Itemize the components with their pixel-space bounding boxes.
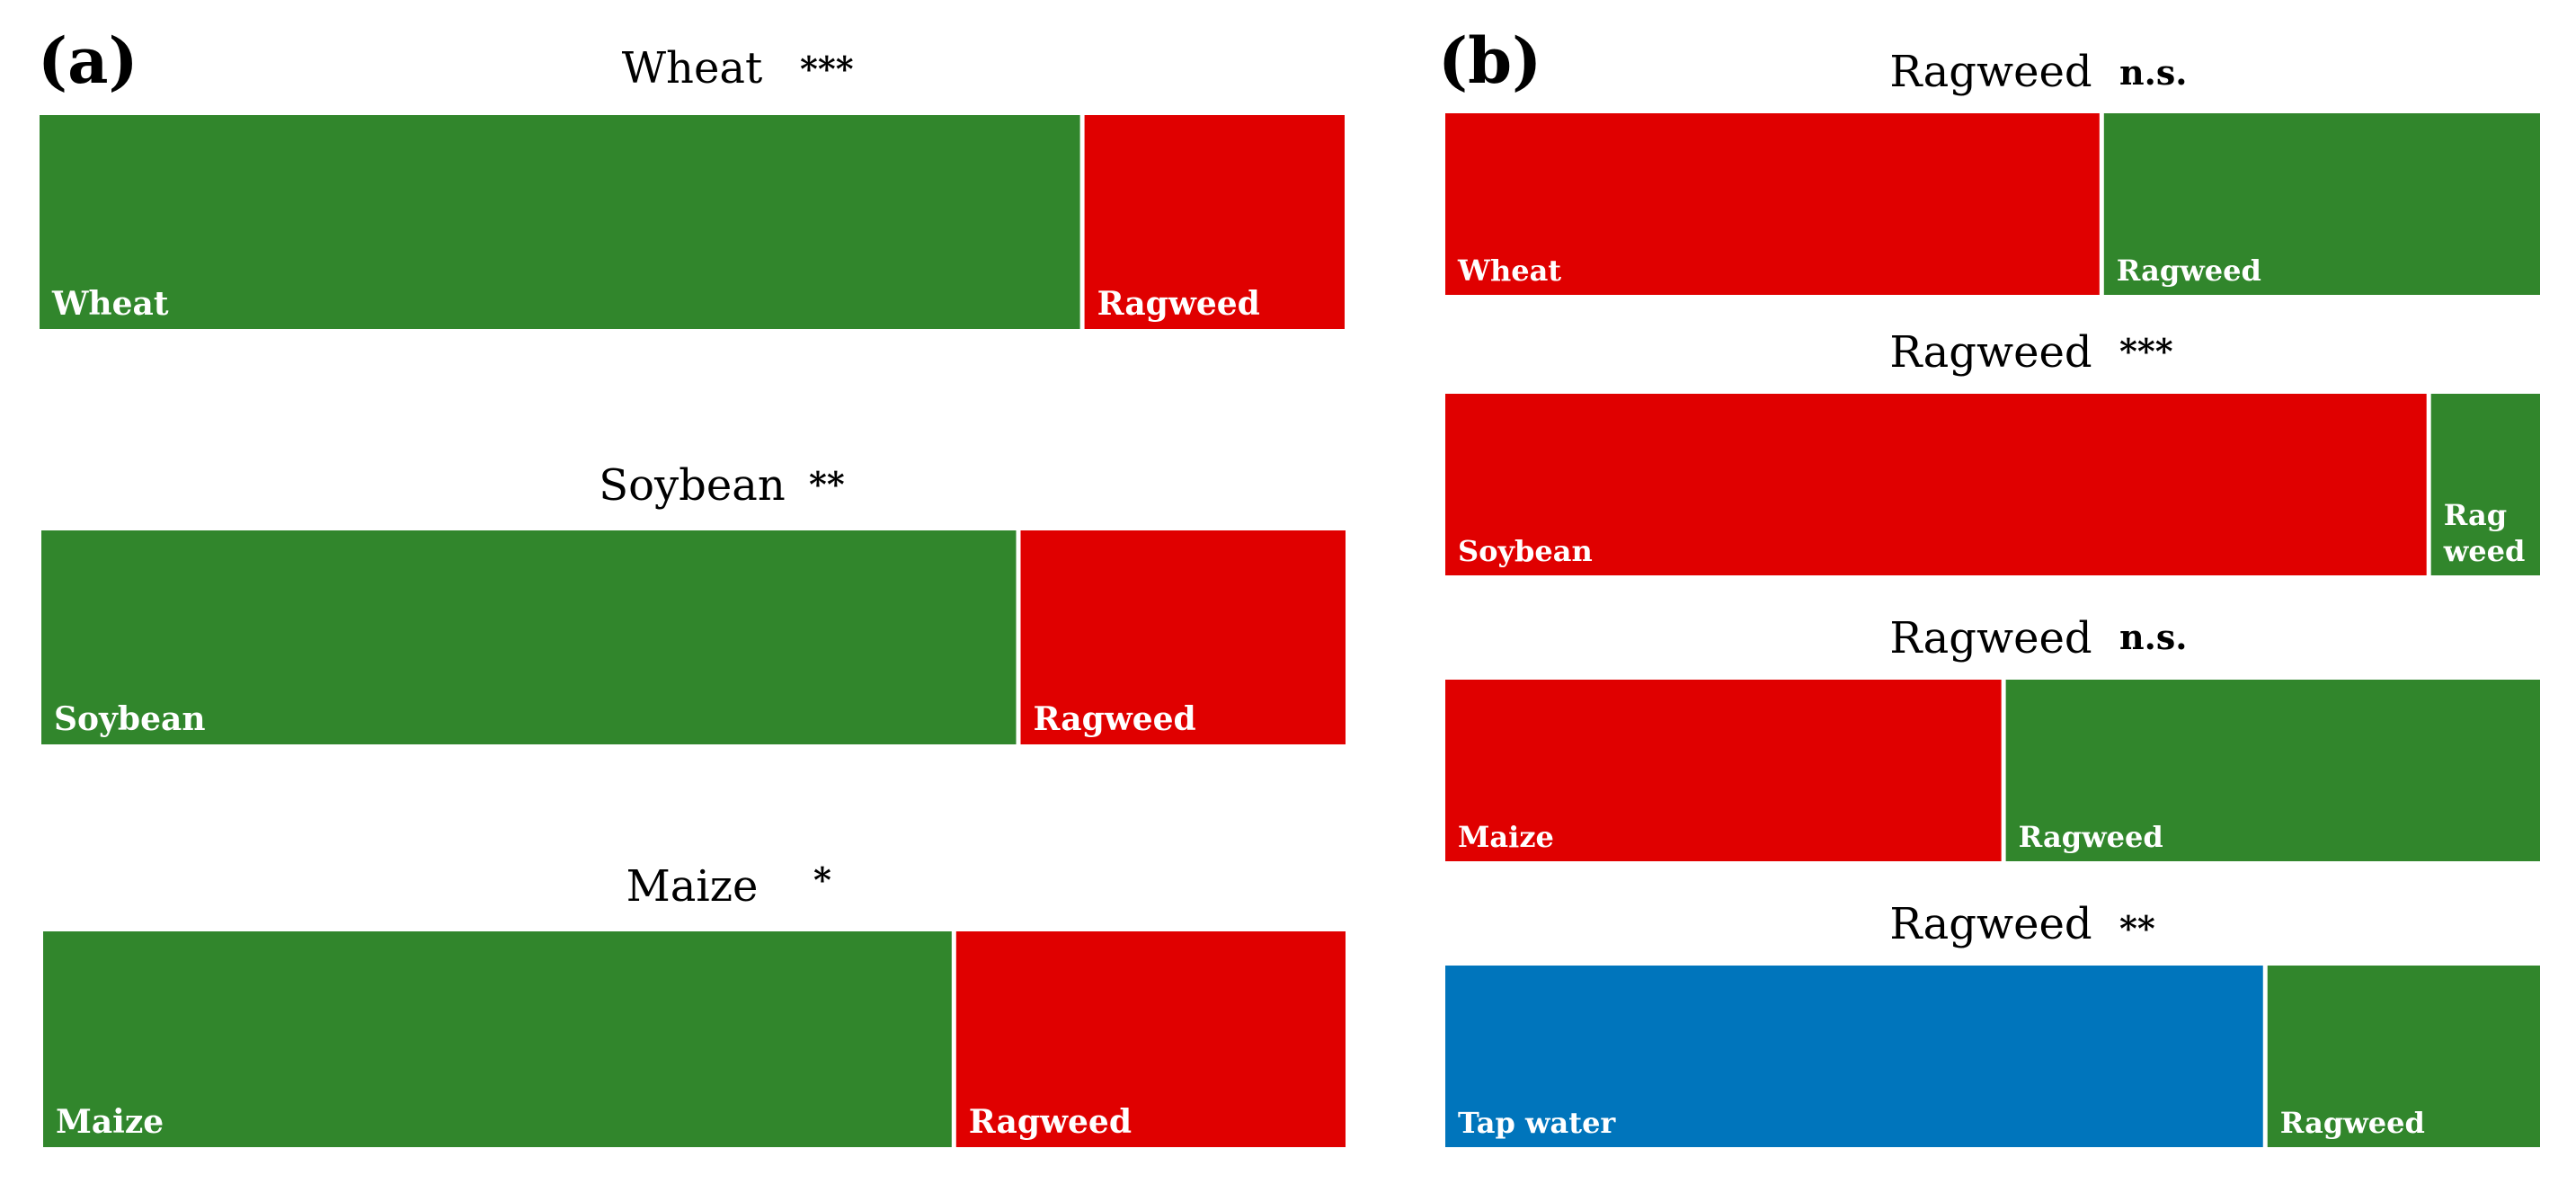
bar-segment bbox=[41, 530, 1017, 744]
segment-label: Ragweed bbox=[1034, 700, 1196, 738]
panel-label-a: (a) bbox=[38, 23, 138, 98]
bar-segment bbox=[1445, 680, 2002, 861]
segment-label: Soybean bbox=[1458, 534, 1593, 568]
chart-1: Wheat *** Wheat Ragweed bbox=[40, 43, 1345, 329]
segment-label: Soybean bbox=[54, 700, 206, 738]
segment-label: Ragweed bbox=[1097, 285, 1260, 323]
segment-label: Tap water bbox=[1458, 1106, 1616, 1140]
bar-segment bbox=[1084, 115, 1345, 329]
segment-label: Ragweed bbox=[2117, 254, 2261, 288]
chart-title: Ragweed bbox=[1889, 47, 2092, 97]
chart-6: Ragweed n.s. Maize Ragweed bbox=[1445, 613, 2540, 861]
bar-segment bbox=[2005, 680, 2540, 861]
chart-title: Maize bbox=[626, 861, 759, 912]
segment-label: Ragweed bbox=[2019, 820, 2163, 854]
bar-segment bbox=[1445, 394, 2427, 575]
segment-label: Maize bbox=[56, 1103, 164, 1141]
bar-segment bbox=[2103, 113, 2540, 295]
bar-segment bbox=[1445, 113, 2100, 295]
segment-label: Wheat bbox=[1457, 254, 1561, 288]
chart-title: Ragweed bbox=[1889, 327, 2092, 378]
chart-title: Soybean bbox=[599, 460, 786, 511]
significance-label: *** bbox=[2119, 331, 2173, 371]
significance-label: ** bbox=[2119, 908, 2155, 948]
segment-label: Ragweed bbox=[2280, 1106, 2425, 1140]
significance-label: n.s. bbox=[2119, 617, 2187, 657]
bar-segment bbox=[2430, 394, 2540, 575]
significance-label: ** bbox=[809, 464, 845, 504]
bar-segment bbox=[1020, 530, 1346, 744]
bar-segment bbox=[2267, 966, 2540, 1147]
chart-title: Ragweed bbox=[1889, 899, 2092, 949]
bar-segment bbox=[1445, 966, 2263, 1147]
chart-7: Ragweed ** Tap water Ragweed bbox=[1445, 899, 2540, 1147]
chart-5: Ragweed *** Soybean Rag weed bbox=[1445, 327, 2540, 575]
chart-4: Ragweed n.s. Wheat Ragweed bbox=[1445, 47, 2540, 295]
significance-label: *** bbox=[800, 49, 854, 89]
chart-title: Wheat bbox=[622, 43, 763, 93]
segment-label: Wheat bbox=[51, 285, 169, 323]
panel-label-b: (b) bbox=[1438, 23, 1541, 98]
bar-segment bbox=[955, 931, 1346, 1147]
segment-label: Maize bbox=[1458, 820, 1554, 854]
significance-label: * bbox=[813, 859, 831, 900]
significance-label: n.s. bbox=[2119, 52, 2187, 93]
chart-2: Soybean ** Soybean Ragweed bbox=[41, 460, 1346, 744]
chart-3: Maize * Maize Ragweed bbox=[43, 859, 1346, 1147]
bar-segment bbox=[43, 931, 952, 1147]
chart-title: Ragweed bbox=[1889, 613, 2092, 663]
segment-label: Ragweed bbox=[969, 1103, 1132, 1141]
bar-segment bbox=[40, 115, 1080, 329]
